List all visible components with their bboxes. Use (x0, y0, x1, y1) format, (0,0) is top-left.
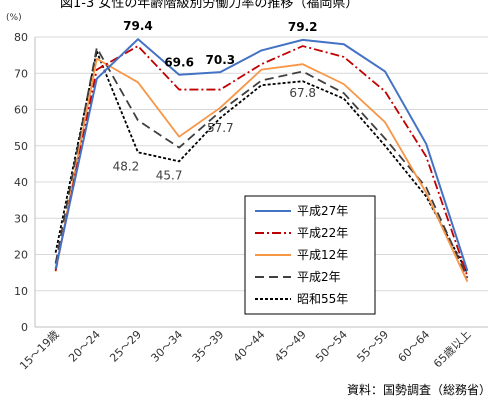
x-tick-label: 60～64 (396, 328, 433, 365)
x-tick-label: 55～59 (354, 328, 391, 365)
y-tick-label: 10 (14, 285, 28, 298)
x-tick-label: 50～54 (313, 328, 350, 365)
data-label-45-7: 45.7 (156, 168, 183, 182)
x-tick-label: 25～29 (107, 328, 144, 365)
data-label-48-2: 48.2 (113, 159, 140, 173)
legend-label-5: 昭和55年 (297, 292, 348, 306)
y-tick-label: 50 (14, 140, 28, 153)
x-tick-label: 30～34 (148, 328, 185, 365)
legend-label-2: 平成22年 (297, 226, 348, 240)
legend-label-1: 平成27年 (297, 204, 348, 218)
source-note: 資料：国勢調査（総務省） (347, 382, 491, 397)
data-label-79-2: 79.2 (288, 20, 318, 34)
y-tick-label: 80 (14, 31, 28, 44)
series-line-1 (54, 38, 469, 272)
series-line-5 (54, 50, 469, 274)
legend-box (244, 195, 376, 315)
data-label-67-8: 67.8 (289, 86, 316, 100)
x-tick-label: 45～49 (272, 328, 309, 365)
legend-label-3: 平成12年 (297, 248, 348, 262)
x-tick-label: 15～19歳 (17, 328, 62, 373)
y-tick-label: 20 (14, 249, 28, 262)
series-line-2 (54, 45, 469, 277)
x-tick-label: 40～44 (231, 328, 268, 365)
data-label-79-4: 79.4 (123, 19, 153, 33)
data-label-69-6: 69.6 (164, 56, 194, 70)
chart-title: 図1-3 女性の年齢階級別労働力率の推移（福岡県） (60, 0, 358, 11)
x-tick-label: 35～39 (190, 328, 227, 365)
x-tick-label: 20～24 (66, 328, 103, 365)
data-label-57-7: 57.7 (207, 121, 234, 135)
data-label-70-3: 70.3 (206, 53, 236, 67)
y-tick-label: 40 (14, 176, 28, 189)
y-tick-label: 30 (14, 212, 28, 225)
y-tick-label: 0 (21, 321, 28, 334)
y-unit-label: (%) (6, 13, 22, 23)
series-line-3 (54, 57, 469, 283)
legend-label-4: 平成2年 (297, 270, 341, 284)
y-tick-label: 70 (14, 67, 28, 80)
y-tick-label: 60 (14, 104, 28, 117)
x-tick-label: 65歳以上 (431, 328, 473, 370)
